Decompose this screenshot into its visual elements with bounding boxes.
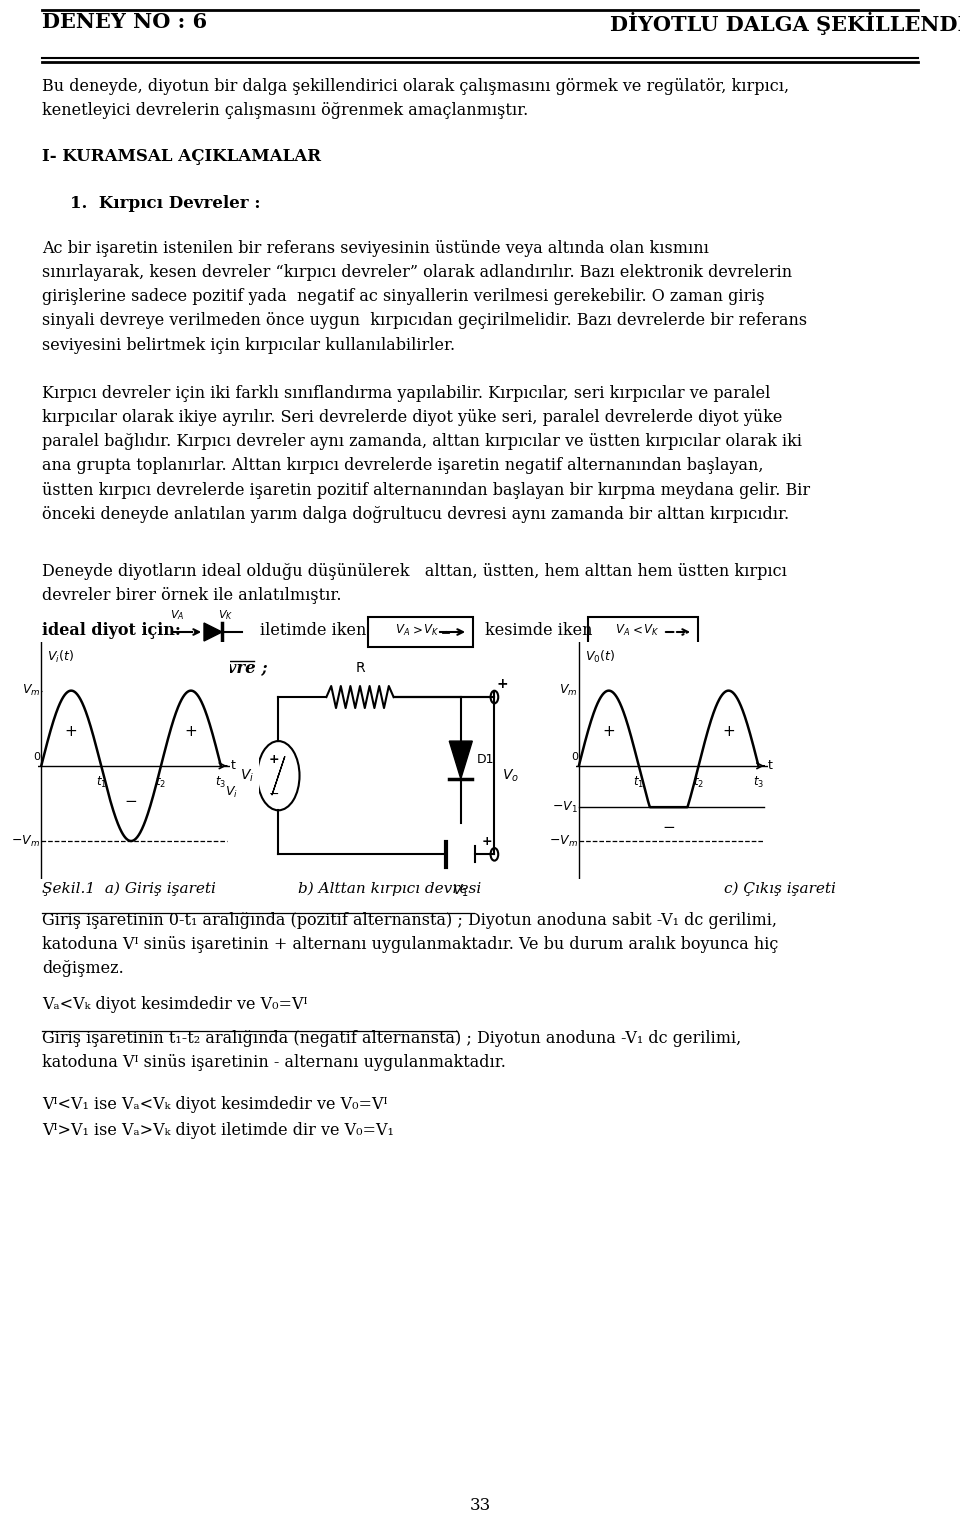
Text: +: + bbox=[722, 724, 735, 740]
Text: $-$: $-$ bbox=[268, 787, 279, 799]
Text: $t_2$: $t_2$ bbox=[156, 775, 166, 790]
Text: $V_m$: $V_m$ bbox=[22, 683, 40, 698]
Text: $V_1$: $V_1$ bbox=[452, 883, 469, 898]
Text: Bu deneyde, diyotun bir dalga şekillendirici olarak çalışmasını görmek ve regüla: Bu deneyde, diyotun bir dalga şekillendi… bbox=[42, 78, 789, 119]
Text: $<$: $<$ bbox=[630, 623, 642, 637]
Text: Ac bir işaretin istenilen bir referans seviyesinin üstünde veya altında olan kıs: Ac bir işaretin istenilen bir referans s… bbox=[42, 240, 807, 353]
Text: $-$: $-$ bbox=[125, 792, 137, 807]
Text: t: t bbox=[230, 759, 235, 772]
Text: $V_i(t)$: $V_i(t)$ bbox=[47, 649, 74, 665]
Text: Vₐ<Vₖ diyot kesimdedir ve V₀=Vᴵ: Vₐ<Vₖ diyot kesimdedir ve V₀=Vᴵ bbox=[42, 996, 307, 1013]
Text: Giriş işaretinin 0-t₁ aralığında (pozitif alternansta) ; Diyotun anoduna sabit -: Giriş işaretinin 0-t₁ aralığında (poziti… bbox=[42, 912, 779, 978]
Text: $>$: $>$ bbox=[410, 623, 422, 637]
Text: R: R bbox=[355, 662, 365, 675]
Text: +: + bbox=[603, 724, 615, 740]
Text: +: + bbox=[496, 677, 508, 692]
Text: $-V_m$: $-V_m$ bbox=[549, 833, 578, 848]
Text: $V_o$: $V_o$ bbox=[502, 767, 519, 784]
Text: +: + bbox=[268, 753, 279, 767]
Text: Deneyde diyotların ideal olduğu düşünülerek   alttan, üstten, hem alttan hem üst: Deneyde diyotların ideal olduğu düşünüle… bbox=[42, 562, 787, 604]
Text: $V_A$: $V_A$ bbox=[395, 622, 410, 637]
Text: $V_K$: $V_K$ bbox=[218, 608, 233, 622]
Text: $-V_m$: $-V_m$ bbox=[12, 833, 40, 848]
Text: 33: 33 bbox=[469, 1497, 491, 1514]
Text: $V_m$: $V_m$ bbox=[560, 683, 578, 698]
Text: Giriş işaretinin t₁-t₂ aralığında (negatif alternansta) ; Diyotun anoduna -V₁ dc: Giriş işaretinin t₁-t₂ aralığında (negat… bbox=[42, 1030, 741, 1071]
Text: $V_i$: $V_i$ bbox=[225, 784, 238, 799]
Text: Vᴵ<V₁ ise Vₐ<Vₖ diyot kesimdedir ve V₀=Vᴵ: Vᴵ<V₁ ise Vₐ<Vₖ diyot kesimdedir ve V₀=V… bbox=[42, 1096, 388, 1112]
Text: DENEY NO : 6: DENEY NO : 6 bbox=[42, 12, 207, 32]
Text: iletimde iken: iletimde iken bbox=[260, 622, 367, 639]
Text: $V_i$: $V_i$ bbox=[240, 767, 254, 784]
Text: +: + bbox=[65, 724, 78, 740]
Text: Alttan kırpıcı bir devre ;: Alttan kırpıcı bir devre ; bbox=[42, 660, 268, 677]
Text: ideal diyot için:: ideal diyot için: bbox=[42, 622, 180, 639]
Text: $V_K$: $V_K$ bbox=[423, 622, 439, 637]
Polygon shape bbox=[449, 741, 472, 779]
Text: $t_1$: $t_1$ bbox=[96, 775, 107, 790]
Text: $t_3$: $t_3$ bbox=[215, 775, 227, 790]
Text: t: t bbox=[768, 759, 773, 772]
Text: $t_3$: $t_3$ bbox=[753, 775, 764, 790]
Text: +: + bbox=[184, 724, 198, 740]
Bar bbox=[588, 617, 698, 646]
Polygon shape bbox=[204, 623, 222, 642]
Text: 1.  Kırpıcı Devreler :: 1. Kırpıcı Devreler : bbox=[70, 196, 260, 212]
Text: $V_K$: $V_K$ bbox=[643, 622, 659, 637]
Bar bbox=[368, 617, 473, 646]
Text: $t_2$: $t_2$ bbox=[693, 775, 704, 790]
Text: 0: 0 bbox=[34, 752, 40, 762]
Text: Şekil.1  a) Giriş işareti: Şekil.1 a) Giriş işareti bbox=[42, 882, 216, 897]
Text: D1: D1 bbox=[477, 753, 494, 767]
Text: $V_0(t)$: $V_0(t)$ bbox=[585, 649, 614, 665]
Text: +: + bbox=[482, 836, 492, 848]
Text: $V_A$: $V_A$ bbox=[170, 608, 184, 622]
Text: Kırpıcı devreler için iki farklı sınıflandırma yapılabilir. Kırpıcılar, seri kır: Kırpıcı devreler için iki farklı sınıfla… bbox=[42, 385, 810, 523]
Text: DİYOTLU DALGA ŞEKİLLENDİRİCİLER: DİYOTLU DALGA ŞEKİLLENDİRİCİLER bbox=[610, 12, 960, 35]
Text: I- KURAMSAL AÇIKLAMALAR: I- KURAMSAL AÇIKLAMALAR bbox=[42, 148, 321, 165]
Text: 0: 0 bbox=[571, 752, 578, 762]
Text: $-V_1$: $-V_1$ bbox=[552, 799, 578, 814]
Text: kesimde iken: kesimde iken bbox=[485, 622, 592, 639]
Text: $-$: $-$ bbox=[662, 819, 675, 833]
Text: b) Alttan kırpıcı devresi: b) Alttan kırpıcı devresi bbox=[299, 882, 482, 897]
Text: c) Çıkış işareti: c) Çıkış işareti bbox=[724, 882, 836, 897]
Text: Vᴵ>V₁ ise Vₐ>Vₖ diyot iletimde dir ve V₀=V₁: Vᴵ>V₁ ise Vₐ>Vₖ diyot iletimde dir ve V₀… bbox=[42, 1122, 394, 1138]
Text: $t_1$: $t_1$ bbox=[634, 775, 644, 790]
Text: $V_A$: $V_A$ bbox=[615, 622, 630, 637]
